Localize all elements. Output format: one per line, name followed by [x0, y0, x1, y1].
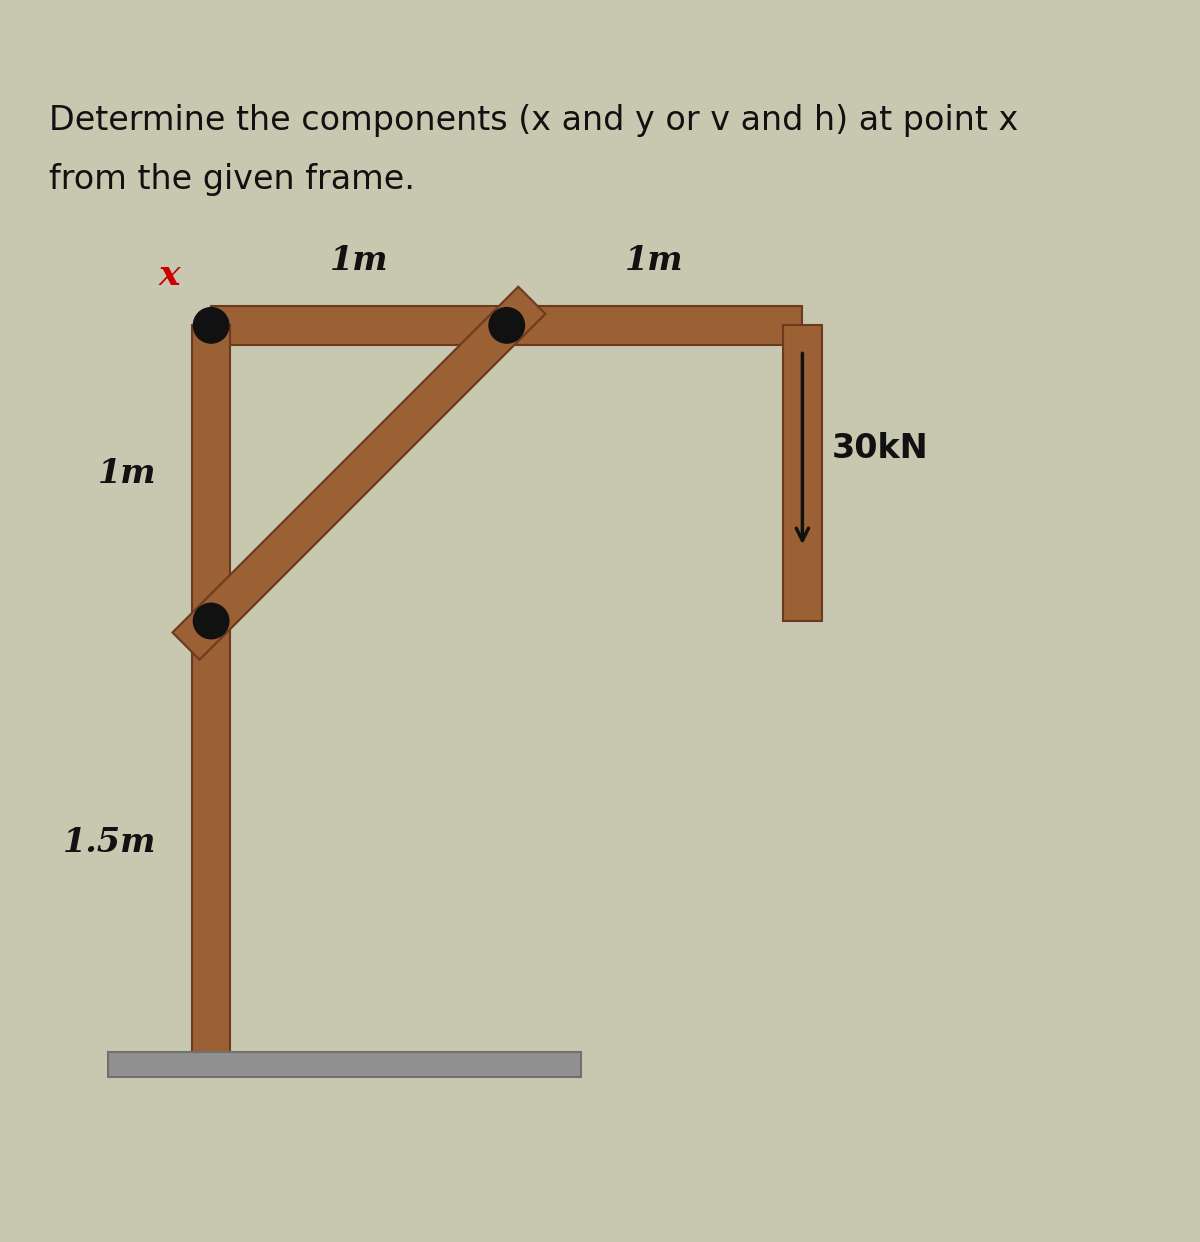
Text: Determine the components (x and y or v and h) at point x: Determine the components (x and y or v a…: [48, 103, 1018, 137]
Bar: [784, 325, 822, 621]
Circle shape: [193, 308, 229, 343]
Text: x: x: [158, 258, 180, 292]
Circle shape: [193, 604, 229, 638]
Circle shape: [490, 308, 524, 343]
Bar: [192, 325, 230, 1064]
Bar: [211, 306, 803, 344]
Text: from the given frame.: from the given frame.: [48, 163, 414, 196]
Text: 1m: 1m: [625, 243, 684, 277]
Text: 1m: 1m: [97, 457, 156, 489]
Bar: [108, 1052, 581, 1077]
Text: 1.5m: 1.5m: [62, 826, 156, 859]
Text: 30kN: 30kN: [832, 432, 929, 466]
Text: 1m: 1m: [330, 243, 389, 277]
Bar: [173, 287, 546, 660]
